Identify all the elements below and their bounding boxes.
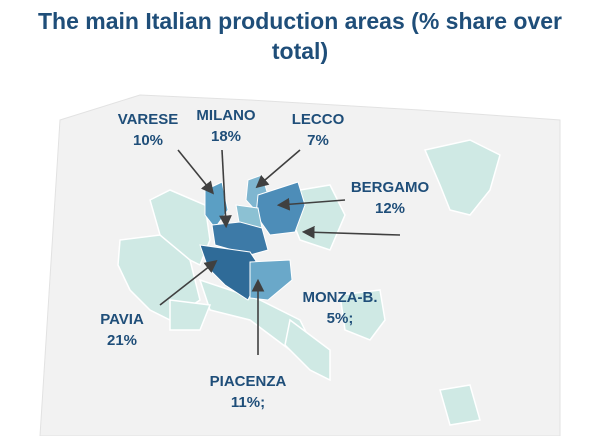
region-name: PAVIA bbox=[100, 311, 144, 328]
region-share: 5%; bbox=[327, 310, 354, 327]
region-name: PIACENZA bbox=[210, 373, 287, 390]
region-name: MILANO bbox=[196, 107, 255, 124]
region-share: 10% bbox=[133, 132, 163, 149]
title: The main Italian production areas (% sha… bbox=[37, 8, 563, 64]
region-share: 11%; bbox=[231, 394, 265, 411]
region-name: MONZA-B. bbox=[303, 289, 378, 306]
region-share: 21% bbox=[107, 332, 137, 349]
region-name: LECCO bbox=[292, 111, 345, 128]
region-share: 12% bbox=[375, 200, 405, 217]
background-map bbox=[39, 94, 561, 436]
arrows bbox=[159, 149, 401, 355]
region-share: 18% bbox=[211, 128, 241, 145]
region-share: 7% bbox=[307, 132, 329, 149]
region-name: VARESE bbox=[118, 111, 179, 128]
region-name: BERGAMO bbox=[351, 179, 430, 196]
